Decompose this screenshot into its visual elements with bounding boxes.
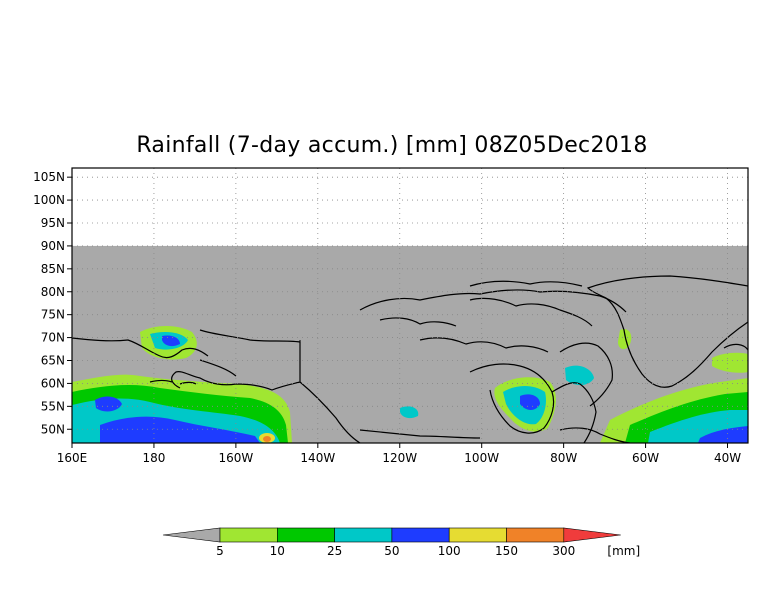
x-tick-label: 100W: [464, 451, 499, 465]
x-tick-label: 160E: [57, 451, 88, 465]
y-tick-label: 50N: [41, 422, 65, 436]
legend-label: 300: [552, 544, 575, 558]
precip-bering-blue: [162, 335, 180, 347]
legend-color-box: [276, 527, 335, 543]
precip-labrador-green2: [400, 406, 419, 419]
legend-label: 50: [384, 544, 399, 558]
y-tick-label: 70N: [41, 331, 65, 345]
legend-label: 150: [495, 544, 518, 558]
precip-pacific-blue: [100, 416, 260, 443]
plot-frame: [71, 167, 749, 444]
y-tick-label: 90N: [41, 239, 65, 253]
legend-above-triangle: [563, 527, 621, 543]
legend-color-box: [506, 527, 565, 543]
legend-label: 25: [327, 544, 342, 558]
y-tick-label: 85N: [41, 262, 65, 276]
precip-pacific-orange: [263, 436, 271, 442]
precip-greenland-west: [618, 328, 632, 350]
x-tick-label: 140W: [300, 451, 335, 465]
map-title: Rainfall (7-day accum.) [mm] 08Z05Dec201…: [136, 133, 648, 158]
precip-pacific-blue2: [95, 396, 122, 412]
x-tick-label: 160W: [218, 451, 253, 465]
y-tick-label: 60N: [41, 376, 65, 390]
y-tick-label: 65N: [41, 354, 65, 368]
legend-color-box: [219, 527, 278, 543]
x-tick-label: 180: [142, 451, 165, 465]
legend-unit: [mm]: [607, 544, 640, 558]
y-axis: 50N 55N 60N 65N 70N 75N 80N 85N 90N 95N 100N 105N: [33, 170, 72, 436]
precipitation-layer: [72, 326, 748, 443]
y-tick-label: 100N: [33, 193, 65, 207]
y-tick-label: 75N: [41, 308, 65, 322]
y-tick-label: 95N: [41, 216, 65, 230]
x-tick-label: 40W: [714, 451, 741, 465]
legend-label: 100: [438, 544, 461, 558]
y-tick-label: 55N: [41, 399, 65, 413]
legend-label: 5: [216, 544, 224, 558]
legend-label: 10: [270, 544, 285, 558]
legend-below-triangle: [162, 527, 221, 543]
legend-color-box: [334, 527, 393, 543]
x-tick-label: 60W: [632, 451, 659, 465]
y-tick-label: 80N: [41, 285, 65, 299]
x-tick-label: 120W: [382, 451, 417, 465]
precip-hudson-blue: [520, 394, 540, 410]
x-axis: 160E 180 160W 140W 120W 100W 80W 60W 40W: [57, 443, 741, 465]
precip-atlantic-blue: [698, 426, 748, 443]
coastlines: [72, 275, 748, 443]
legend-color-box: [391, 527, 450, 543]
precip-labrador-green: [565, 365, 594, 386]
precip-greenland-east: [712, 352, 748, 373]
legend-color-box: [448, 527, 507, 543]
x-tick-label: 80W: [550, 451, 577, 465]
y-tick-label: 105N: [33, 170, 65, 184]
color-legend: 5 10 25 50 100 150 300 [mm]: [162, 527, 640, 558]
